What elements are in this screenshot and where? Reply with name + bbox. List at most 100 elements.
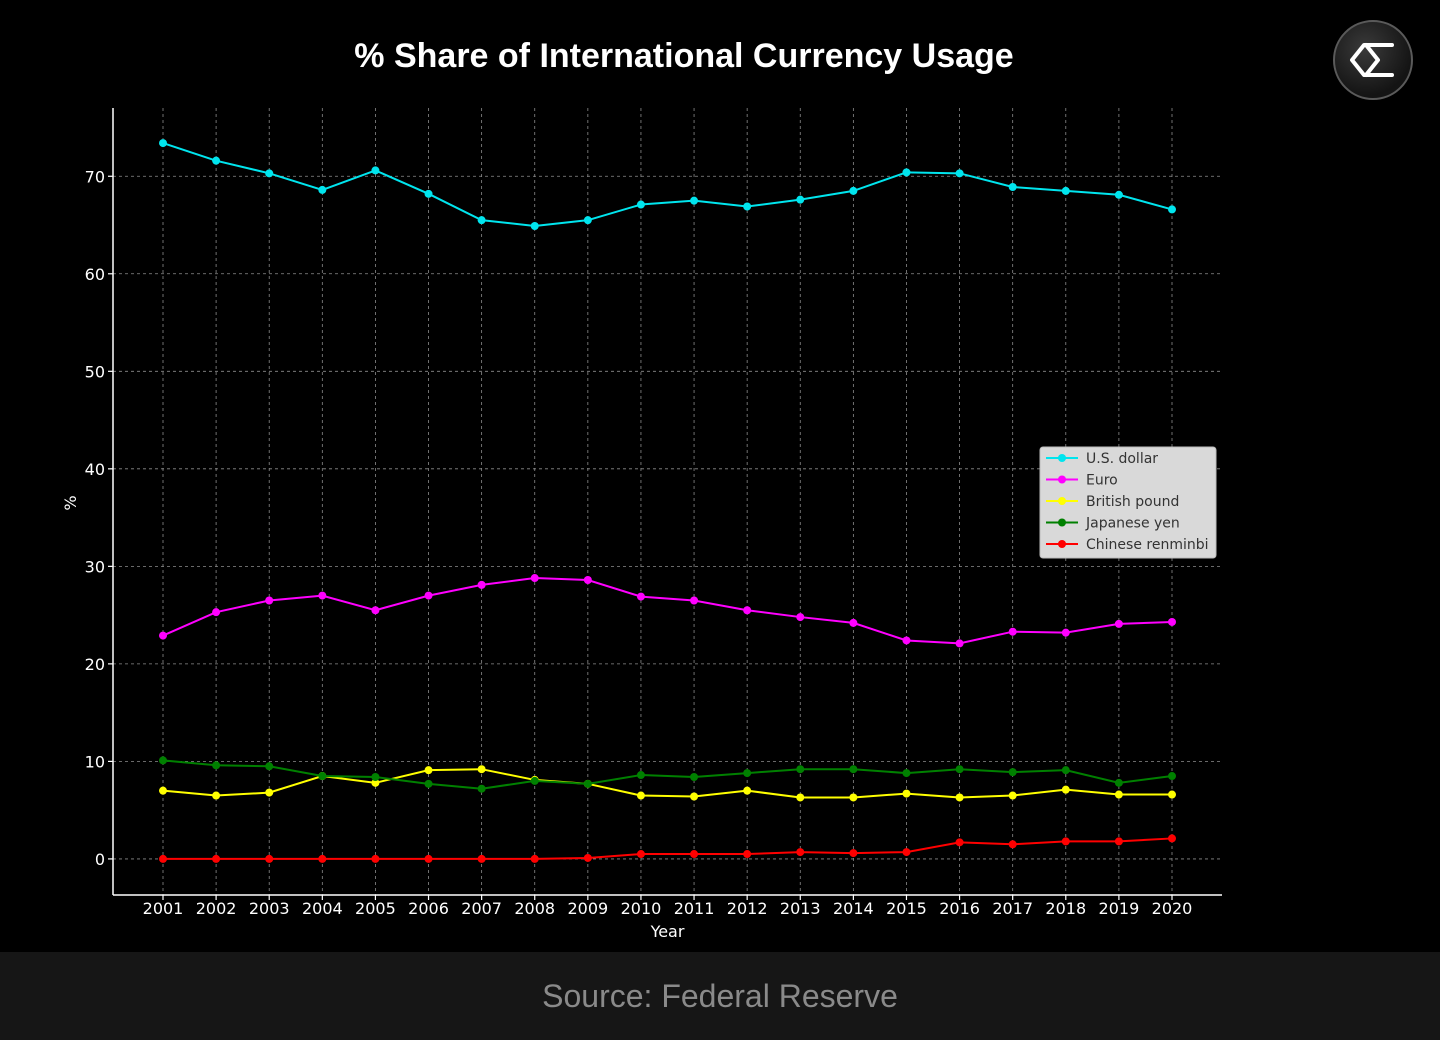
data-point-british-pound <box>1061 785 1070 794</box>
x-axis-label: Year <box>650 922 685 941</box>
data-point-chinese-renminbi <box>583 853 592 862</box>
legend-label-british-pound: British pound <box>1086 494 1179 510</box>
data-point-japanese-yen <box>1008 768 1017 777</box>
data-point-japanese-yen <box>583 779 592 788</box>
data-point-british-pound <box>424 766 433 775</box>
data-point-u-s-dollar <box>636 200 645 209</box>
legend-marker-british-pound <box>1058 497 1066 505</box>
data-point-chinese-renminbi <box>849 849 858 858</box>
data-point-u-s-dollar <box>849 186 858 195</box>
data-point-british-pound <box>636 791 645 800</box>
data-point-euro <box>1061 628 1070 637</box>
data-point-british-pound <box>159 786 167 795</box>
data-point-u-s-dollar <box>583 216 592 225</box>
data-point-british-pound <box>743 786 752 795</box>
data-point-euro <box>583 576 592 585</box>
series-line-british-pound <box>162 768 1172 799</box>
data-point-euro <box>690 596 699 605</box>
grid-lines <box>113 108 1222 895</box>
data-point-british-pound <box>796 793 805 802</box>
chart-area: % Share of International Currency Usage 0… <box>61 37 1222 941</box>
data-point-chinese-renminbi <box>1008 840 1017 849</box>
legend-box <box>1039 446 1217 559</box>
sigma-logo-icon <box>1350 43 1394 77</box>
data-point-japanese-yen <box>477 784 486 793</box>
data-point-euro <box>1114 619 1123 628</box>
data-point-japanese-yen <box>212 761 221 770</box>
series-line-chinese-renminbi <box>163 837 1173 860</box>
x-tick-label: 2019 <box>1099 899 1140 918</box>
data-point-euro <box>1008 627 1017 636</box>
x-tick-label: 2008 <box>514 899 555 918</box>
data-point-u-s-dollar <box>743 202 752 211</box>
data-point-british-pound <box>265 788 274 797</box>
data-point-chinese-renminbi <box>1114 837 1123 846</box>
series-euro <box>159 574 1176 648</box>
series-chinese-renminbi <box>159 834 1176 863</box>
data-point-british-pound <box>902 789 911 798</box>
x-tick-label: 2003 <box>249 899 290 918</box>
data-point-chinese-renminbi <box>318 854 327 863</box>
line-chart: % Share of International Currency Usage 0… <box>61 37 1222 941</box>
y-tick-label: 20 <box>85 655 105 674</box>
data-point-japanese-yen <box>530 776 539 785</box>
data-point-british-pound <box>955 793 964 802</box>
legend-label-japanese-yen: Japanese yen <box>1085 516 1180 532</box>
y-tick-label: 0 <box>95 850 105 869</box>
data-point-japanese-yen <box>796 765 805 774</box>
data-point-euro <box>636 592 645 601</box>
chart-title: % Share of International Currency Usage <box>354 37 1013 75</box>
data-point-japanese-yen <box>902 769 911 778</box>
data-point-u-s-dollar <box>477 216 486 225</box>
data-point-euro <box>318 591 327 600</box>
data-point-japanese-yen <box>743 769 752 778</box>
x-tick-label: 2002 <box>196 899 237 918</box>
source-footer: Source: Federal Reserve <box>0 952 1440 1040</box>
series-line-japanese-yen <box>162 759 1173 790</box>
data-point-japanese-yen <box>265 762 274 771</box>
data-point-british-pound <box>849 793 858 802</box>
data-point-euro <box>477 580 486 589</box>
legend: U.S. dollar Euro British pound Japanese yen… <box>1039 446 1217 559</box>
y-tick-label: 60 <box>85 265 105 284</box>
data-point-japanese-yen <box>1114 778 1123 787</box>
source-text: Source: Federal Reserve <box>542 977 898 1014</box>
logo-badge[interactable] <box>1333 20 1413 100</box>
data-point-euro <box>424 591 433 600</box>
data-point-euro <box>530 574 539 583</box>
data-point-chinese-renminbi <box>371 854 380 863</box>
data-point-japanese-yen <box>371 772 380 781</box>
data-point-chinese-renminbi <box>743 850 752 859</box>
data-point-u-s-dollar <box>796 195 805 204</box>
data-point-u-s-dollar <box>690 196 699 205</box>
x-tick-label: 2001 <box>143 899 184 918</box>
data-point-japanese-yen <box>690 772 699 781</box>
y-tick-label: 50 <box>85 362 105 381</box>
data-point-chinese-renminbi <box>1061 837 1070 846</box>
data-point-u-s-dollar <box>371 166 380 175</box>
data-point-euro <box>743 606 752 615</box>
data-point-chinese-renminbi <box>636 850 645 859</box>
legend-marker-u-s-dollar <box>1058 454 1066 462</box>
data-point-chinese-renminbi <box>477 854 486 863</box>
series-line-u-s-dollar <box>162 142 1173 228</box>
data-point-u-s-dollar <box>318 185 327 194</box>
x-tick-label: 2012 <box>727 899 768 918</box>
data-point-japanese-yen <box>318 772 327 781</box>
data-point-u-s-dollar <box>212 156 221 165</box>
x-tick-label: 2007 <box>461 899 502 918</box>
data-point-british-pound <box>212 791 221 800</box>
x-tick-label: 2005 <box>355 899 396 918</box>
data-point-u-s-dollar <box>1008 182 1017 191</box>
data-point-chinese-renminbi <box>796 848 805 857</box>
data-point-u-s-dollar <box>1114 190 1123 199</box>
data-point-japanese-yen <box>1168 772 1176 781</box>
x-tick-label: 2020 <box>1152 899 1193 918</box>
data-point-euro <box>212 608 221 617</box>
y-tick-label: 40 <box>85 460 105 479</box>
data-point-chinese-renminbi <box>690 850 699 859</box>
data-point-euro <box>159 631 167 640</box>
x-tick-label: 2016 <box>939 899 980 918</box>
data-point-chinese-renminbi <box>530 854 539 863</box>
y-tick-label: 10 <box>85 752 105 771</box>
